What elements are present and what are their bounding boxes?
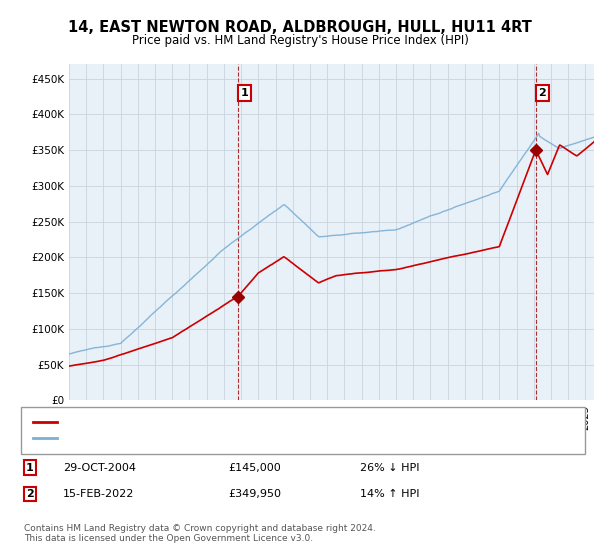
Text: 29-OCT-2004: 29-OCT-2004 <box>63 463 136 473</box>
Text: £349,950: £349,950 <box>228 489 281 499</box>
Text: 1: 1 <box>241 88 248 98</box>
Text: 14, EAST NEWTON ROAD, ALDBROUGH, HULL, HU11 4RT (detached house): 14, EAST NEWTON ROAD, ALDBROUGH, HULL, H… <box>63 417 452 427</box>
Text: Contains HM Land Registry data © Crown copyright and database right 2024.
This d: Contains HM Land Registry data © Crown c… <box>24 524 376 543</box>
Text: 14% ↑ HPI: 14% ↑ HPI <box>360 489 419 499</box>
Text: 2: 2 <box>538 88 546 98</box>
Text: £145,000: £145,000 <box>228 463 281 473</box>
Text: 15-FEB-2022: 15-FEB-2022 <box>63 489 134 499</box>
Text: Price paid vs. HM Land Registry's House Price Index (HPI): Price paid vs. HM Land Registry's House … <box>131 34 469 46</box>
Text: 26% ↓ HPI: 26% ↓ HPI <box>360 463 419 473</box>
Text: 2: 2 <box>26 489 34 499</box>
Text: HPI: Average price, detached house, East Riding of Yorkshire: HPI: Average price, detached house, East… <box>63 433 379 444</box>
Text: 1: 1 <box>26 463 34 473</box>
Text: 14, EAST NEWTON ROAD, ALDBROUGH, HULL, HU11 4RT: 14, EAST NEWTON ROAD, ALDBROUGH, HULL, H… <box>68 20 532 35</box>
